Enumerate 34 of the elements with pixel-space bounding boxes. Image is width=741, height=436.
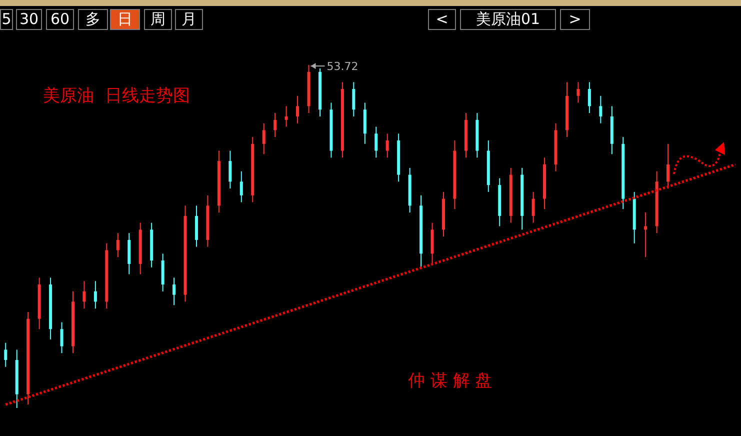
candlestick	[284, 106, 288, 128]
candlestick	[228, 150, 232, 189]
text: 60	[46, 9, 74, 30]
candlestick	[386, 133, 389, 158]
text: 月	[175, 9, 203, 30]
candlestick	[240, 170, 243, 203]
candlestick	[352, 82, 356, 117]
text: 周	[144, 9, 172, 30]
candlestick	[60, 322, 64, 354]
text: 多	[78, 9, 108, 30]
candlestick	[4, 342, 8, 368]
text: 5	[0, 9, 13, 30]
candlestick	[82, 280, 86, 310]
candlestick	[296, 95, 300, 124]
text: <	[428, 9, 456, 30]
annotation: 仲 谋 解 盘	[408, 370, 492, 392]
candlestick	[644, 212, 648, 258]
text: 30	[16, 9, 42, 30]
annotation: 53.72	[326, 60, 358, 73]
text: 美原油01	[460, 9, 556, 30]
candlestick	[588, 82, 591, 114]
candlestick	[262, 122, 266, 155]
candlestick	[666, 143, 670, 189]
text: >	[560, 9, 590, 30]
text: 日	[110, 9, 140, 30]
candlestick	[374, 126, 378, 158]
candlestick	[599, 95, 602, 124]
candlestick	[532, 191, 535, 224]
candlestick	[94, 280, 97, 310]
candlestick	[116, 232, 120, 258]
candlestick	[576, 82, 580, 104]
candlestick	[274, 112, 277, 138]
text: 美原油 日线走势图	[43, 85, 190, 107]
candlestick	[172, 277, 176, 306]
